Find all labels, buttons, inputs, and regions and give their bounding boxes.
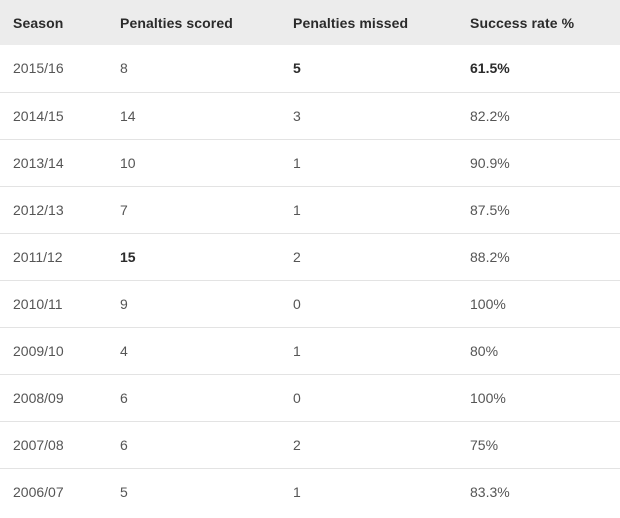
- cell-missed: 0: [293, 389, 301, 406]
- cell-scored: 10: [120, 154, 136, 171]
- header-row: Season Penalties scored Penalties missed…: [0, 0, 620, 45]
- table-row: 2010/11 9 0 100%: [0, 280, 620, 327]
- cell-missed: 2: [293, 248, 301, 265]
- cell-scored: 6: [120, 436, 128, 453]
- cell-missed: 0: [293, 295, 301, 312]
- cell-season: 2006/07: [13, 483, 64, 500]
- cell-rate: 83.3%: [470, 483, 510, 500]
- cell-missed: 5: [293, 60, 301, 77]
- cell-scored: 6: [120, 389, 128, 406]
- cell-rate: 82.2%: [470, 107, 510, 124]
- table-row: 2012/13 7 1 87.5%: [0, 186, 620, 233]
- cell-missed: 1: [293, 201, 301, 218]
- header-success-rate: Success rate %: [470, 14, 575, 31]
- cell-season: 2014/15: [13, 107, 64, 124]
- header-penalties-missed: Penalties missed: [293, 14, 409, 31]
- cell-rate: 80%: [470, 342, 499, 359]
- table-row: 2011/12 15 2 88.2%: [0, 233, 620, 280]
- cell-season: 2013/14: [13, 154, 64, 171]
- cell-season: 2011/12: [13, 248, 63, 265]
- cell-missed: 1: [293, 342, 301, 359]
- cell-season: 2010/11: [13, 295, 63, 312]
- cell-scored: 8: [120, 60, 128, 77]
- table-row: 2009/10 4 1 80%: [0, 327, 620, 374]
- cell-season: 2007/08: [13, 436, 64, 453]
- cell-season: 2008/09: [13, 389, 64, 406]
- header-season: Season: [13, 14, 64, 31]
- cell-rate: 87.5%: [470, 201, 510, 218]
- cell-missed: 2: [293, 436, 301, 453]
- cell-rate: 90.9%: [470, 154, 510, 171]
- cell-missed: 1: [293, 483, 301, 500]
- cell-rate: 88.2%: [470, 248, 510, 265]
- cell-missed: 3: [293, 107, 301, 124]
- cell-rate: 75%: [470, 436, 499, 453]
- table-row: 2014/15 14 3 82.2%: [0, 92, 620, 139]
- table-row: 2015/16 8 5 61.5%: [0, 45, 620, 92]
- table-body: 2015/16 8 5 61.5% 2014/15 14 3 82.2% 201…: [0, 45, 620, 515]
- cell-season: 2012/13: [13, 201, 64, 218]
- cell-scored: 15: [120, 248, 136, 265]
- cell-scored: 14: [120, 107, 136, 124]
- cell-scored: 9: [120, 295, 128, 312]
- cell-missed: 1: [293, 154, 301, 171]
- cell-season: 2015/16: [13, 60, 64, 77]
- cell-scored: 5: [120, 483, 128, 500]
- cell-rate: 100%: [470, 389, 506, 406]
- cell-rate: 100%: [470, 295, 506, 312]
- cell-scored: 4: [120, 342, 128, 359]
- table-row: 2007/08 6 2 75%: [0, 421, 620, 468]
- table-row: 2008/09 6 0 100%: [0, 374, 620, 421]
- cell-rate: 61.5%: [470, 60, 510, 77]
- table-header: Season Penalties scored Penalties missed…: [0, 0, 620, 45]
- table-row: 2013/14 10 1 90.9%: [0, 139, 620, 186]
- cell-season: 2009/10: [13, 342, 64, 359]
- table-row: 2006/07 5 1 83.3%: [0, 468, 620, 515]
- header-penalties-scored: Penalties scored: [120, 14, 233, 31]
- cell-scored: 7: [120, 201, 128, 218]
